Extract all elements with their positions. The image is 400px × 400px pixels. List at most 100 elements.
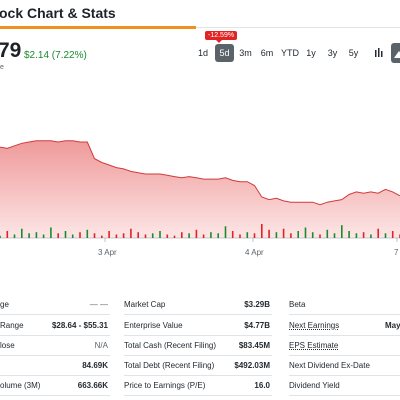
volume-bar	[144, 234, 147, 238]
stat-label: lose	[0, 341, 15, 350]
volume-bar	[57, 233, 59, 238]
range-button-6m[interactable]: 6m	[260, 48, 274, 58]
volume-bar	[28, 233, 30, 238]
range-button-ytd[interactable]: YTD	[281, 48, 299, 58]
volume-bar	[93, 233, 96, 238]
volume-bar	[50, 227, 52, 238]
volume-bar	[181, 232, 183, 238]
volume-bar	[333, 233, 336, 238]
chart-type-button[interactable]	[369, 43, 389, 63]
mountain-chart-button[interactable]	[391, 43, 400, 63]
mountain-chart-icon	[394, 51, 400, 58]
range-button-5y[interactable]: 5y	[348, 48, 359, 58]
range-button-3y[interactable]: 3y	[327, 48, 338, 58]
volume-bar	[275, 232, 278, 238]
row-divider	[124, 355, 272, 356]
stat-value: N/A	[94, 341, 108, 350]
volume-bar	[79, 232, 81, 238]
stat-value: $4.77B	[244, 321, 270, 330]
volume-bar	[0, 235, 1, 238]
volume-bar	[6, 231, 9, 238]
volume-bar	[13, 234, 16, 238]
volume-bar	[384, 233, 387, 238]
volume-bar	[108, 231, 110, 238]
stat-value: May	[385, 321, 400, 330]
volume-bar	[101, 235, 103, 238]
stat-value: $83.45M	[238, 341, 270, 350]
price-chart[interactable]	[0, 90, 400, 265]
page-title: ock Chart & Stats	[0, 5, 116, 21]
stat-value: — —	[89, 300, 108, 309]
stat-label: Next Dividend Ex-Date	[289, 361, 370, 370]
range-button-5d[interactable]: 5d	[215, 44, 234, 62]
volume-bar	[268, 229, 270, 238]
volume-bar	[246, 232, 249, 238]
row-divider	[0, 395, 110, 396]
volume-bar	[166, 234, 169, 238]
volume-bar	[137, 232, 139, 238]
tab-underline	[0, 26, 196, 29]
range-button-1y[interactable]: 1y	[306, 48, 316, 58]
range-button-3m[interactable]: 3m	[239, 48, 252, 58]
volume-bar	[253, 233, 256, 238]
row-divider	[289, 375, 400, 376]
volume-bar	[130, 228, 132, 238]
volume-bar	[297, 231, 299, 238]
volume-bar	[71, 234, 74, 238]
stat-label: Dividend Yield	[289, 381, 340, 390]
volume-bar	[217, 233, 219, 238]
price-change: $2.14 (7.22%)	[24, 50, 87, 61]
eps-estimate-link[interactable]: EPS Estimate	[289, 341, 339, 350]
volume-bar	[362, 232, 365, 238]
volume-bar	[377, 228, 379, 238]
stat-label: Range	[0, 321, 24, 330]
volume-bar	[261, 224, 263, 238]
row-divider	[0, 335, 110, 336]
range-button-1d[interactable]: 1d	[197, 48, 208, 58]
row-divider	[289, 314, 400, 315]
stat-label: Enterprise Value	[124, 321, 183, 330]
row-divider	[124, 314, 272, 315]
range-change-tooltip: -12.59%	[205, 31, 238, 43]
stat-value: $28.64 - $55.31	[51, 321, 108, 330]
x-axis-label: 4 Apr	[245, 248, 264, 257]
stat-label: Market Cap	[124, 300, 166, 309]
volume-bar	[86, 229, 89, 238]
volume-bar	[159, 231, 161, 238]
stat-label: Beta	[289, 300, 306, 309]
current-price: 79	[0, 39, 22, 62]
price-line	[0, 140, 400, 206]
stat-label: ge	[0, 300, 9, 309]
stat-value: 663.66K	[77, 381, 108, 390]
volume-bar	[319, 234, 321, 238]
x-axis-label: 7	[394, 248, 399, 257]
chart-type-icon	[375, 48, 383, 57]
volume-bar	[64, 231, 67, 238]
volume-bar	[122, 233, 125, 238]
row-divider	[0, 355, 110, 356]
price-note: e	[0, 64, 4, 71]
header-divider	[196, 27, 400, 28]
volume-bar	[115, 234, 118, 238]
volume-bar	[151, 233, 154, 238]
stat-value: 16.0	[254, 381, 270, 390]
volume-bar	[210, 232, 212, 238]
volume-bar	[21, 228, 23, 238]
volume-bar	[370, 234, 372, 238]
stat-value: $3.29B	[244, 300, 270, 309]
volume-bar	[341, 225, 343, 238]
volume-bar	[231, 231, 234, 238]
row-divider	[124, 375, 272, 376]
stat-label: Total Cash (Recent Filing)	[124, 341, 217, 350]
stat-label: olume (3M)	[0, 381, 41, 390]
volume-bar	[35, 232, 38, 238]
stat-label: Total Debt (Recent Filing)	[124, 361, 215, 370]
row-divider	[124, 335, 272, 336]
price-area	[0, 140, 400, 238]
volume-bar	[188, 233, 190, 238]
next-earnings-link[interactable]: Next Earnings	[289, 321, 340, 330]
row-divider	[289, 335, 400, 336]
volume-bar	[290, 233, 292, 238]
volume-bar	[311, 232, 314, 238]
row-divider	[0, 375, 110, 376]
